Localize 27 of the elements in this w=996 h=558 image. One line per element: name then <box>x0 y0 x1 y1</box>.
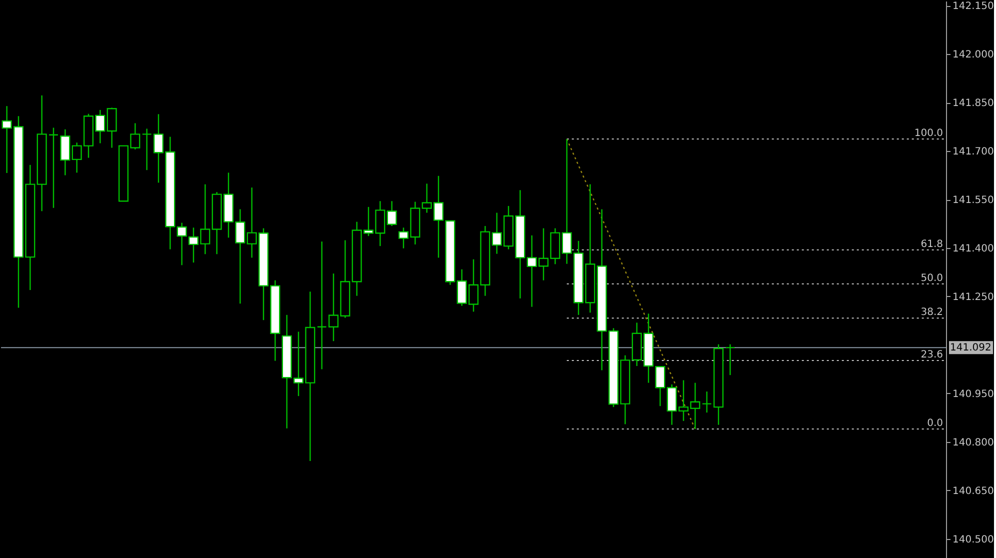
y-tick-label: 140.650 <box>952 486 994 497</box>
annotation: 0.0 <box>927 418 943 430</box>
y-tick-label: 142.150 <box>952 1 994 12</box>
candlestick <box>702 390 712 414</box>
annotation: 23.6 <box>920 350 943 360</box>
y-tick-label: 141.400 <box>952 243 994 254</box>
candlestick <box>386 200 397 227</box>
y-tick-label: 142.000 <box>952 50 994 61</box>
candlestick <box>106 107 117 148</box>
candlestick <box>725 344 736 376</box>
candlestick <box>316 240 327 370</box>
y-tick-label: 140.950 <box>952 388 994 400</box>
annotation: 100.0 <box>914 128 943 140</box>
candlestick <box>142 128 152 171</box>
y-tick-label: 140.500 <box>952 534 994 546</box>
annotation: 38.2 <box>920 307 943 318</box>
y-tick-label: 141.850 <box>952 98 994 110</box>
y-tick-label: 141.700 <box>952 146 994 158</box>
y-tick-label: 141.550 <box>952 195 994 206</box>
ref-line-label: 141.092 <box>950 342 992 354</box>
annotation: 61.8 <box>920 238 943 250</box>
y-tick-label: 141.250 <box>952 292 994 303</box>
y-tick-label: 140.800 <box>952 437 994 448</box>
annotation: 50.0 <box>920 272 943 284</box>
candlestick <box>48 127 59 209</box>
candlestick <box>60 128 70 176</box>
candlestick <box>176 222 187 266</box>
